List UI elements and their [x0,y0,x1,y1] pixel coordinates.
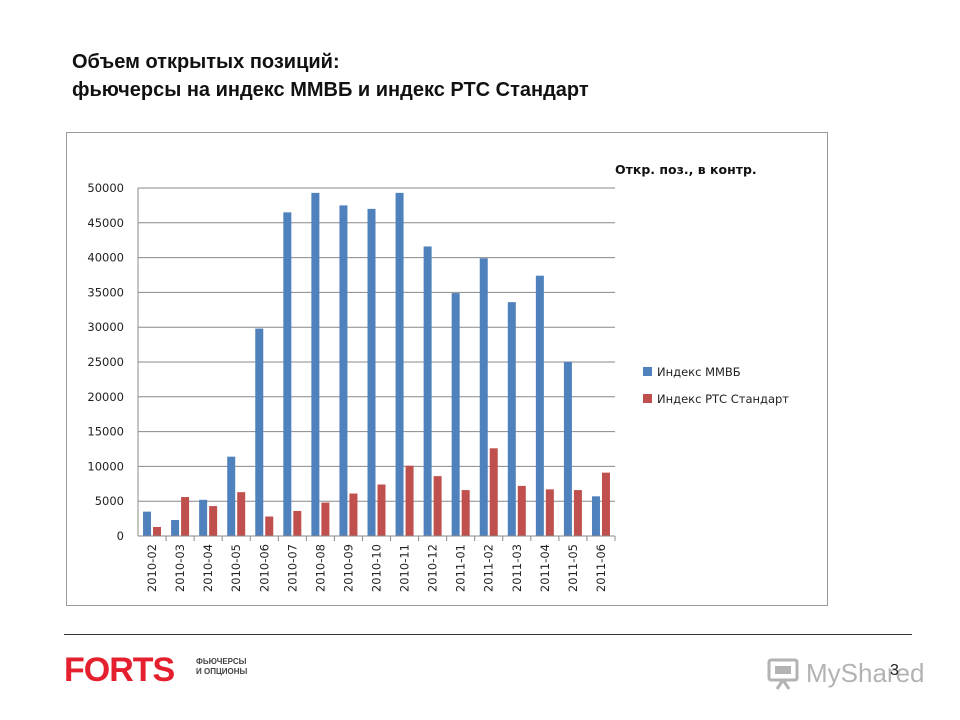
forts-logo-wordmark: FORTS [64,651,175,689]
y-tick-label: 15000 [87,425,124,439]
x-tick-label: 2011-05 [566,544,580,592]
x-tick-label: 2011-04 [538,544,552,592]
legend-swatch-rts-standard [643,394,652,403]
watermark-text: MyShared [806,658,925,688]
x-axis-ticks: 2010-02 2010-03 2010-04 2010-05 2010-06 2010-… [145,536,616,592]
bar-rts-standard-2011-02 [489,448,498,536]
y-tick-label: 30000 [87,320,124,334]
forts-tagline-line-1: ФЬЮЧЕРСЫ [196,657,247,666]
y-tick-label: 35000 [87,285,124,299]
y-axis-ticks: 0 5000 10000 15000 20000 25000 30000 35000 40000… [87,181,124,543]
bar-rts-standard-2010-12 [433,476,442,536]
x-tick-label: 2010-10 [370,544,384,592]
y-tick-label: 25000 [87,355,124,369]
bar-mmvb-2010-05 [227,456,236,536]
bar-rts-standard-2011-05 [573,490,582,536]
bar-rts-standard-2011-01 [461,490,470,536]
slide-title-line-2: фьючерсы на индекс ММВБ и индекс РТС Ста… [72,79,589,101]
bar-rts-standard-2010-08 [321,502,330,536]
x-tick-label: 2010-12 [426,544,440,592]
bar-mmvb-2011-02 [479,258,488,536]
forts-logo-tagline: ФЬЮЧЕРСЫ И ОПЦИОНЫ [196,657,247,677]
bar-mmvb-2010-06 [255,328,264,536]
y-tick-label: 10000 [87,459,124,473]
slide-title-line-1: Объем открытых позиций: [72,51,340,73]
chart-frame: 0 5000 10000 15000 20000 25000 30000 35000 40000… [66,132,828,606]
bar-mmvb-2010-02 [143,511,152,536]
bar-rts-standard-2010-03 [181,497,190,536]
x-tick-label: 2010-09 [341,544,355,592]
bar-rts-standard-2011-06 [601,472,610,536]
bar-mmvb-2010-07 [283,212,292,537]
bar-mmvb-2010-11 [395,192,404,536]
x-tick-label: 2010-05 [229,544,243,592]
x-tick-label: 2011-03 [510,544,524,592]
bar-rts-standard-2010-07 [293,510,302,536]
bar-rts-standard-2010-04 [209,506,218,536]
x-tick-label: 2010-02 [145,544,159,592]
x-tick-label: 2010-11 [398,544,412,592]
forts-tagline-line-2: И ОПЦИОНЫ [196,667,248,676]
bar-mmvb-2011-05 [563,362,572,536]
bar-rts-standard-2010-05 [237,492,246,536]
open-interest-chart: 0 5000 10000 15000 20000 25000 30000 35000 40000… [87,162,789,592]
x-tick-label: 2011-02 [482,544,496,592]
x-tick-label: 2010-08 [313,544,327,592]
x-tick-label: 2010-03 [173,544,187,592]
page-number: 3 [890,662,899,679]
bar-rts-standard-2010-11 [405,465,414,536]
bar-rts-standard-2011-03 [517,485,526,536]
bar-mmvb-2011-06 [591,496,600,536]
legend-swatch-mmvb [643,367,652,376]
x-tick-label: 2010-07 [285,544,299,592]
legend: Индекс ММВБ Индекс РТС Стандарт [643,365,789,406]
bar-mmvb-2011-01 [451,293,460,536]
bar-rts-standard-2010-06 [265,516,274,536]
footer-divider [64,634,912,635]
myshared-watermark: MyShared [766,656,926,692]
bar-mmvb-2010-10 [367,208,376,536]
x-tick-label: 2010-06 [257,544,271,592]
x-tick-label: 2011-06 [594,544,608,592]
slide-title: Объем открытых позиций: фьючерсы на инде… [72,48,892,104]
y-tick-label: 0 [117,529,124,543]
bar-mmvb-2011-03 [507,302,516,536]
legend-label-rts-standard: Индекс РТС Стандарт [657,392,789,406]
y-tick-label: 20000 [87,390,124,404]
bars [143,192,610,537]
bar-mmvb-2011-04 [535,275,544,536]
bar-mmvb-2010-08 [311,192,320,536]
units-label: Откр. поз., в контр. [615,162,757,177]
x-tick-label: 2011-01 [454,544,468,592]
bar-mmvb-2010-04 [199,499,208,536]
legend-label-mmvb: Индекс ММВБ [657,365,741,379]
bar-rts-standard-2010-09 [349,493,358,536]
y-tick-label: 45000 [87,216,124,230]
y-tick-label: 40000 [87,251,124,265]
bar-mmvb-2010-09 [339,205,348,536]
grid-lines [138,187,615,502]
bar-mmvb-2010-12 [423,246,432,536]
bar-rts-standard-2011-04 [545,489,554,536]
presentation-icon [767,658,799,690]
bar-rts-standard-2010-02 [153,526,162,536]
bar-mmvb-2010-03 [171,519,180,536]
x-tick-label: 2010-04 [201,544,215,592]
y-tick-label: 5000 [95,494,124,508]
y-tick-label: 50000 [87,181,124,195]
bar-rts-standard-2010-10 [377,484,386,536]
